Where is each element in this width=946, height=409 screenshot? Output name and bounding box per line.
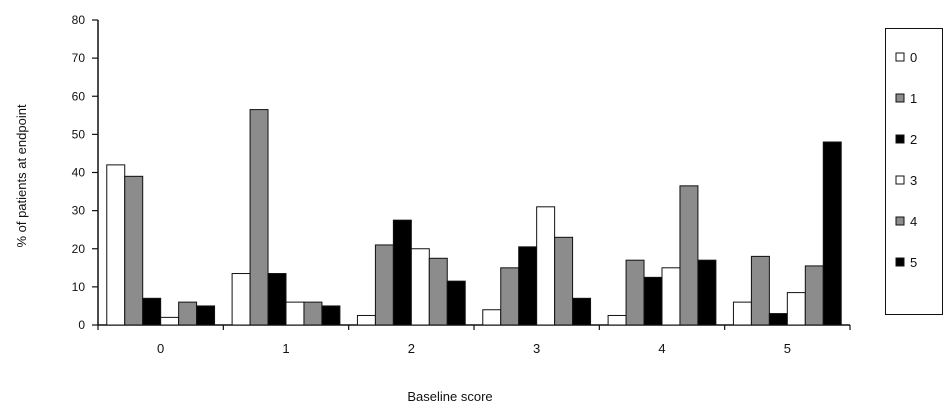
bar-3-series-4 (555, 237, 573, 325)
y-tick-label: 40 (72, 166, 86, 180)
x-tick-label: 3 (533, 341, 540, 356)
bar-1-series-0 (232, 274, 250, 325)
legend-swatch (896, 94, 904, 102)
bar-5-series-3 (787, 293, 805, 325)
bar-2-series-2 (393, 220, 411, 325)
legend-label: 1 (910, 91, 917, 106)
x-tick-label: 5 (784, 341, 791, 356)
y-tick-label: 70 (72, 51, 86, 65)
bar-5-series-5 (823, 142, 841, 325)
bar-4-series-3 (662, 268, 680, 325)
bar-0-series-5 (197, 306, 215, 325)
y-tick-label: 80 (72, 13, 86, 27)
y-tick-label: 30 (72, 204, 86, 218)
bar-3-series-0 (483, 310, 501, 325)
bar-3-series-2 (519, 247, 537, 325)
bar-1-series-4 (304, 302, 322, 325)
legend: 0 1 2 3 4 5 (885, 28, 943, 315)
bar-5-series-2 (769, 314, 787, 325)
y-axis: 0 10 20 30 40 50 60 70 80 (72, 13, 98, 332)
y-tick-label: 10 (72, 280, 86, 294)
legend-label: 0 (910, 50, 917, 65)
y-tick-label: 0 (78, 318, 85, 332)
y-tick-label: 60 (72, 89, 86, 103)
legend-swatch (896, 176, 904, 184)
legend-label: 3 (910, 173, 917, 188)
legend-entries: 0 1 2 3 4 5 (886, 29, 942, 314)
bar-3-series-5 (573, 298, 591, 325)
legend-label: 4 (910, 214, 917, 229)
x-axis: 0 1 2 3 4 5 (98, 325, 850, 356)
legend-swatch (896, 217, 904, 225)
bar-0-series-2 (143, 298, 161, 325)
bar-4-series-4 (680, 186, 698, 325)
legend-label: 5 (910, 255, 917, 270)
bar-5-series-1 (751, 256, 769, 325)
bar-0-series-0 (107, 165, 125, 325)
x-tick-label: 1 (282, 341, 289, 356)
bar-0-series-1 (125, 176, 143, 325)
bar-0-series-3 (161, 317, 179, 325)
y-tick-label: 50 (72, 127, 86, 141)
x-axis-label: Baseline score (407, 389, 492, 404)
bar-2-series-0 (357, 315, 375, 325)
bar-1-series-5 (322, 306, 340, 325)
bar-1-series-2 (268, 274, 286, 325)
x-tick-label: 2 (408, 341, 415, 356)
bar-4-series-5 (698, 260, 716, 325)
bar-3-series-1 (501, 268, 519, 325)
x-tick-label: 0 (157, 341, 164, 356)
bar-2-series-5 (447, 281, 465, 325)
bar-0-series-4 (179, 302, 197, 325)
bar-2-series-1 (375, 245, 393, 325)
bar-2-series-3 (411, 249, 429, 325)
bar-4-series-2 (644, 277, 662, 325)
legend-swatch (896, 135, 904, 143)
x-tick-label: 4 (658, 341, 665, 356)
bar-2-series-4 (429, 258, 447, 325)
legend-swatch (896, 53, 904, 61)
bar-5-series-4 (805, 266, 823, 325)
bar-5-series-0 (733, 302, 751, 325)
bar-4-series-1 (626, 260, 644, 325)
bar-3-series-3 (537, 207, 555, 325)
bar-1-series-1 (250, 110, 268, 325)
bars (107, 110, 841, 325)
bar-4-series-0 (608, 315, 626, 325)
legend-label: 2 (910, 132, 917, 147)
y-axis-label: % of patients at endpoint (14, 104, 29, 247)
bar-1-series-3 (286, 302, 304, 325)
legend-swatch (896, 258, 904, 266)
y-tick-label: 20 (72, 242, 86, 256)
